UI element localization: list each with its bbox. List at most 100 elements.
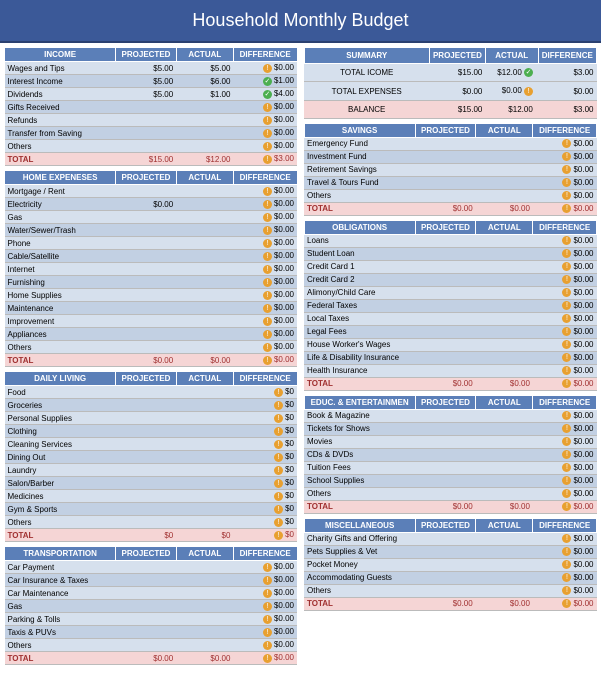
cell-projected[interactable]: $5.00 [116, 62, 176, 75]
cell-actual[interactable] [476, 448, 533, 461]
cell-actual[interactable] [476, 545, 533, 558]
cell-actual[interactable] [176, 211, 233, 224]
cell-projected[interactable] [116, 127, 176, 140]
cell-actual[interactable] [176, 412, 233, 425]
cell-actual[interactable] [176, 185, 233, 198]
cell-projected[interactable] [116, 587, 176, 600]
cell-projected[interactable] [415, 299, 475, 312]
cell-actual[interactable] [176, 276, 233, 289]
cell-actual[interactable] [176, 250, 233, 263]
cell-projected[interactable] [415, 409, 475, 422]
cell-actual[interactable] [176, 140, 233, 153]
cell-projected[interactable] [116, 464, 176, 477]
cell-actual[interactable] [476, 176, 533, 189]
cell-projected[interactable] [415, 422, 475, 435]
cell-actual[interactable] [476, 364, 533, 377]
cell-projected[interactable] [116, 315, 176, 328]
cell-projected[interactable] [415, 150, 475, 163]
cell-actual[interactable] [176, 341, 233, 354]
cell-actual[interactable] [176, 114, 233, 127]
cell-projected[interactable] [415, 448, 475, 461]
cell-projected[interactable] [116, 561, 176, 574]
cell-actual[interactable] [176, 224, 233, 237]
cell-actual[interactable] [476, 435, 533, 448]
cell-actual[interactable] [176, 574, 233, 587]
cell-actual[interactable] [176, 438, 233, 451]
cell-projected[interactable] [415, 247, 475, 260]
cell-actual[interactable] [476, 558, 533, 571]
cell-actual[interactable] [476, 260, 533, 273]
cell-actual[interactable] [476, 409, 533, 422]
cell-projected[interactable] [415, 571, 475, 584]
cell-projected[interactable] [116, 600, 176, 613]
cell-projected[interactable] [415, 137, 475, 150]
cell-projected[interactable] [116, 490, 176, 503]
cell-projected[interactable] [415, 189, 475, 202]
cell-actual[interactable] [476, 150, 533, 163]
cell-projected[interactable] [116, 101, 176, 114]
cell-projected[interactable]: $5.00 [116, 75, 176, 88]
cell-actual[interactable] [176, 289, 233, 302]
cell-projected[interactable] [415, 234, 475, 247]
cell-actual[interactable] [476, 474, 533, 487]
cell-projected[interactable] [415, 312, 475, 325]
cell-projected[interactable] [116, 224, 176, 237]
cell-actual[interactable] [176, 464, 233, 477]
cell-projected[interactable] [116, 639, 176, 652]
cell-actual[interactable] [476, 312, 533, 325]
cell-projected[interactable] [116, 140, 176, 153]
cell-actual[interactable] [476, 487, 533, 500]
cell-actual[interactable] [176, 315, 233, 328]
cell-actual[interactable] [176, 425, 233, 438]
cell-projected[interactable] [415, 435, 475, 448]
cell-actual[interactable] [176, 399, 233, 412]
cell-projected[interactable] [116, 237, 176, 250]
cell-projected[interactable] [415, 260, 475, 273]
cell-actual[interactable] [176, 613, 233, 626]
cell-projected[interactable] [116, 438, 176, 451]
cell-projected[interactable] [415, 273, 475, 286]
cell-projected[interactable] [415, 163, 475, 176]
cell-projected[interactable] [415, 545, 475, 558]
cell-projected[interactable] [415, 487, 475, 500]
cell-actual[interactable] [476, 299, 533, 312]
cell-actual[interactable] [176, 516, 233, 529]
cell-projected[interactable] [116, 626, 176, 639]
cell-actual[interactable] [476, 286, 533, 299]
cell-projected[interactable] [415, 338, 475, 351]
cell-projected[interactable] [116, 399, 176, 412]
cell-projected[interactable] [415, 176, 475, 189]
cell-actual[interactable]: $1.00 [176, 88, 233, 101]
cell-actual[interactable] [176, 328, 233, 341]
cell-actual[interactable] [176, 198, 233, 211]
cell-projected[interactable] [116, 185, 176, 198]
cell-projected[interactable] [116, 328, 176, 341]
cell-projected[interactable] [116, 574, 176, 587]
cell-actual[interactable]: $5.00 [176, 62, 233, 75]
cell-projected[interactable] [415, 364, 475, 377]
cell-projected[interactable] [116, 477, 176, 490]
cell-projected[interactable] [116, 211, 176, 224]
cell-actual[interactable] [176, 561, 233, 574]
cell-actual[interactable] [476, 234, 533, 247]
cell-actual[interactable] [476, 532, 533, 545]
cell-projected[interactable] [116, 451, 176, 464]
cell-projected[interactable] [116, 613, 176, 626]
cell-actual[interactable]: $6.00 [176, 75, 233, 88]
cell-actual[interactable] [476, 247, 533, 260]
cell-actual[interactable] [476, 325, 533, 338]
cell-actual[interactable] [476, 584, 533, 597]
cell-actual[interactable] [476, 422, 533, 435]
cell-projected[interactable] [116, 386, 176, 399]
cell-actual[interactable] [476, 351, 533, 364]
cell-actual[interactable] [176, 626, 233, 639]
cell-projected[interactable] [415, 461, 475, 474]
cell-projected[interactable] [116, 341, 176, 354]
cell-actual[interactable] [176, 101, 233, 114]
cell-actual[interactable] [176, 127, 233, 140]
cell-actual[interactable] [476, 338, 533, 351]
cell-projected[interactable] [415, 532, 475, 545]
cell-actual[interactable] [476, 571, 533, 584]
cell-projected[interactable] [415, 351, 475, 364]
cell-projected[interactable] [415, 584, 475, 597]
